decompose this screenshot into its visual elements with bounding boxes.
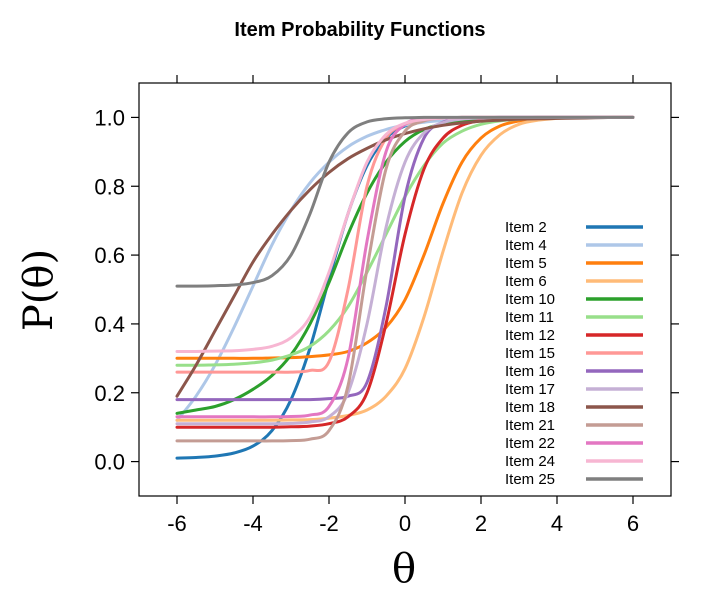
x-axis-label: θ bbox=[392, 546, 416, 592]
y-tick-label: 0.6 bbox=[94, 243, 125, 268]
y-tick-label: 0.2 bbox=[94, 381, 125, 406]
legend-label-item-24: Item 24 bbox=[505, 453, 555, 470]
series-line-item-15 bbox=[175, 115, 635, 374]
y-tick-label: 0.8 bbox=[94, 174, 125, 199]
legend-label-item-17: Item 17 bbox=[505, 381, 555, 398]
series-lines bbox=[175, 115, 635, 460]
series-line-item-2 bbox=[175, 115, 635, 460]
x-tick-label: -2 bbox=[319, 511, 339, 536]
legend-label-item-16: Item 16 bbox=[505, 363, 555, 380]
x-tick-label: 6 bbox=[627, 511, 639, 536]
y-tick-label: 0.0 bbox=[94, 450, 125, 475]
chart-title: Item Probability Functions bbox=[234, 19, 485, 41]
legend-label-item-5: Item 5 bbox=[505, 255, 547, 272]
y-tick-label: 0.4 bbox=[94, 312, 125, 337]
legend-label-item-2: Item 2 bbox=[505, 219, 547, 236]
axis-ticks: -6 -4 -2 0 2 4 6 0.0 0.2 0.4 0.6 0.8 1.0 bbox=[94, 75, 679, 536]
legend-label-item-18: Item 18 bbox=[505, 399, 555, 416]
y-tick-label: 1.0 bbox=[94, 105, 125, 130]
x-tick-label: 4 bbox=[551, 511, 563, 536]
series-line-item-25 bbox=[175, 115, 635, 288]
x-tick-label: 0 bbox=[399, 511, 411, 536]
legend-label-item-15: Item 15 bbox=[505, 345, 555, 362]
legend-label-item-12: Item 12 bbox=[505, 327, 555, 344]
legend-label-item-25: Item 25 bbox=[505, 471, 555, 488]
x-tick-label: -6 bbox=[167, 511, 187, 536]
series-line-item-17 bbox=[175, 115, 635, 426]
series-line-item-11 bbox=[175, 115, 635, 367]
legend-label-item-11: Item 11 bbox=[505, 309, 554, 326]
legend-label-item-22: Item 22 bbox=[505, 435, 555, 452]
x-tick-label: 2 bbox=[475, 511, 487, 536]
plot-frame bbox=[138, 82, 672, 497]
legend-label-item-6: Item 6 bbox=[505, 273, 547, 290]
x-tick-label: -4 bbox=[243, 511, 263, 536]
legend-label-item-21: Item 21 bbox=[505, 417, 555, 434]
y-axis-label: P(θ) bbox=[16, 249, 62, 331]
legend-label-item-4: Item 4 bbox=[505, 237, 547, 254]
legend-label-item-10: Item 10 bbox=[505, 291, 555, 308]
